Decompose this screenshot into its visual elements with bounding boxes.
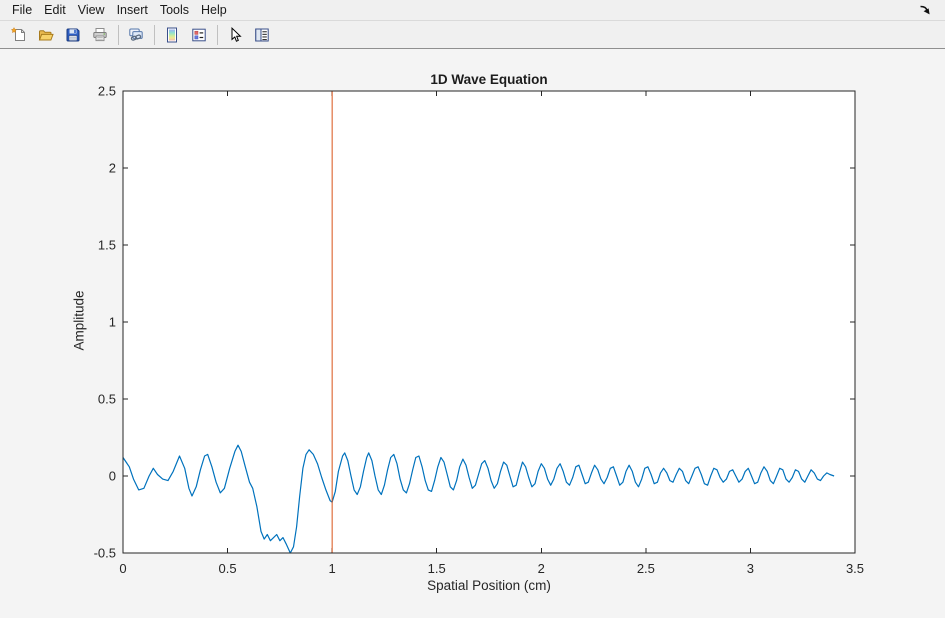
x-tick-label: 3 [747, 561, 754, 576]
x-axis-label: Spatial Position (cm) [427, 578, 551, 593]
x-tick-label: 1 [329, 561, 336, 576]
menu-bar: File Edit View Insert Tools Help [0, 0, 945, 21]
toolbar-separator [217, 24, 218, 45]
menu-item-view[interactable]: View [77, 3, 105, 17]
insert-legend-icon[interactable] [187, 24, 211, 46]
y-tick-label: 2 [109, 161, 116, 176]
axes-box [122, 90, 856, 554]
menu-item-file[interactable]: File [12, 3, 33, 17]
link-plot-icon[interactable] [124, 24, 148, 46]
plot-area [123, 91, 855, 553]
y-tick-label: 1.5 [98, 238, 116, 253]
print-figure-icon[interactable] [88, 24, 112, 46]
insert-colorbar-icon[interactable] [160, 24, 184, 46]
x-tick-label: 2.5 [637, 561, 655, 576]
toolbar-separator [118, 24, 119, 45]
x-tick-label: 2 [538, 561, 545, 576]
toolbar [0, 21, 945, 49]
x-tick-label: 3.5 [846, 561, 864, 576]
figure-canvas: 0 0.5 1 1.5 2 2.5 3 3.5 -0.5 0 0.5 1 1.5 2 2.5 1D Wave… [0, 49, 945, 618]
toolbar-separator [154, 24, 155, 45]
y-tick-label: -0.5 [94, 546, 116, 561]
y-tick-label: 2.5 [98, 84, 116, 99]
edit-plot-icon[interactable] [223, 24, 247, 46]
plot-title: 1D Wave Equation [430, 72, 548, 87]
new-figure-icon[interactable] [7, 24, 31, 46]
dock-figure-icon[interactable] [919, 4, 931, 16]
menu-items: File Edit View Insert Tools Help [6, 3, 233, 17]
wave-amplitude [122, 444, 835, 554]
y-tick-label: 1 [109, 315, 116, 330]
menu-item-help[interactable]: Help [201, 3, 227, 17]
wave-plot: 0 0.5 1 1.5 2 2.5 3 3.5-0.500.511.522.5 [94, 84, 864, 577]
menu-item-tools[interactable]: Tools [159, 3, 190, 17]
y-tick-label: 0.5 [98, 392, 116, 407]
property-inspector-icon[interactable] [250, 24, 274, 46]
y-axis-label: Amplitude [71, 290, 87, 351]
x-tick-label: 1.5 [428, 561, 446, 576]
x-tick-label: 0 [119, 561, 126, 576]
menu-item-insert[interactable]: Insert [116, 3, 148, 17]
menu-item-edit[interactable]: Edit [44, 3, 66, 17]
open-file-icon[interactable] [34, 24, 58, 46]
x-tick-label: 0.5 [219, 561, 237, 576]
y-tick-label: 0 [109, 469, 116, 484]
save-figure-icon[interactable] [61, 24, 85, 46]
